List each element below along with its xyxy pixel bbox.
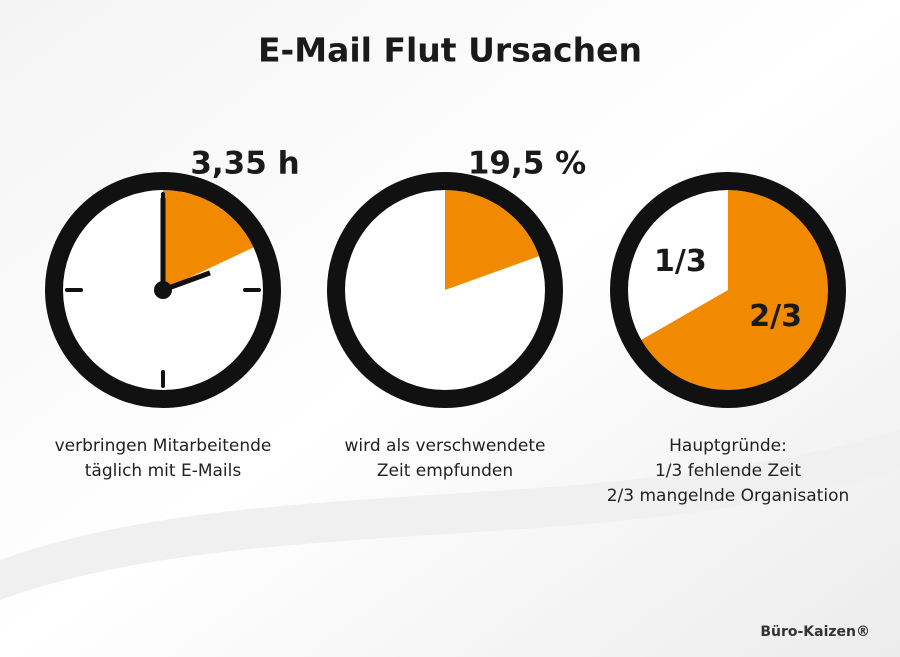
panel-caption: verbringen Mitarbeitende	[55, 436, 272, 456]
segment-label: 2/3	[749, 299, 802, 334]
segment-wedge	[626, 188, 728, 341]
time-wedge	[163, 190, 254, 290]
segment-label: 1/3	[654, 244, 707, 279]
panel-caption: Hauptgründe:	[669, 436, 787, 456]
dial-ring	[610, 172, 846, 408]
dial-ring	[327, 172, 563, 408]
segment-wedge	[639, 187, 831, 392]
panel-heading: 3,35 h	[190, 146, 299, 182]
share-wedge	[445, 190, 540, 290]
clock-center	[154, 281, 172, 299]
dial-ring	[45, 172, 281, 408]
footer-logo: Büro-Kaizen®	[760, 624, 870, 640]
panel-caption: täglich mit E-Mails	[85, 461, 242, 481]
panel-caption: wird als verschwendete	[345, 436, 546, 456]
panel-heading: 19,5 %	[468, 146, 586, 182]
panel-caption: Zeit empfunden	[377, 461, 513, 481]
background-swoosh	[0, 430, 900, 600]
panel-caption: 1/3 fehlende Zeit	[655, 461, 801, 481]
panel-caption: 2/3 mangelnde Organisation	[607, 486, 850, 506]
title: E-Mail Flut Ursachen	[258, 31, 642, 70]
